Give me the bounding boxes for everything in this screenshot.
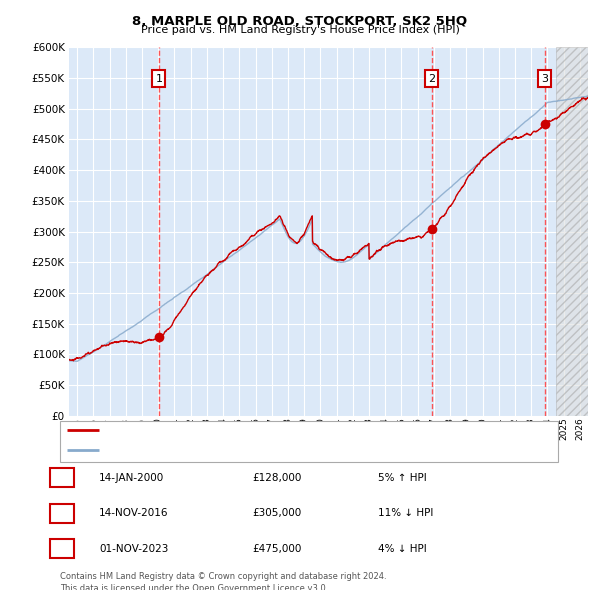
Text: Contains HM Land Registry data © Crown copyright and database right 2024.
This d: Contains HM Land Registry data © Crown c…: [60, 572, 386, 590]
Text: 2: 2: [428, 74, 436, 84]
Text: £475,000: £475,000: [252, 544, 301, 553]
Text: 14-NOV-2016: 14-NOV-2016: [99, 509, 169, 518]
Text: 3: 3: [541, 74, 548, 84]
Text: £128,000: £128,000: [252, 473, 301, 483]
Text: 01-NOV-2023: 01-NOV-2023: [99, 544, 169, 553]
Text: 11% ↓ HPI: 11% ↓ HPI: [378, 509, 433, 518]
Text: 8, MARPLE OLD ROAD, STOCKPORT, SK2 5HQ: 8, MARPLE OLD ROAD, STOCKPORT, SK2 5HQ: [133, 15, 467, 28]
Text: 1: 1: [58, 473, 65, 483]
Text: 1: 1: [155, 74, 163, 84]
Text: HPI: Average price, detached house, Stockport: HPI: Average price, detached house, Stoc…: [105, 445, 333, 454]
Bar: [556, 47, 588, 416]
Text: £305,000: £305,000: [252, 509, 301, 518]
Text: 4% ↓ HPI: 4% ↓ HPI: [378, 544, 427, 553]
Text: 8, MARPLE OLD ROAD, STOCKPORT, SK2 5HQ (detached house): 8, MARPLE OLD ROAD, STOCKPORT, SK2 5HQ (…: [105, 425, 416, 434]
Text: 3: 3: [58, 544, 65, 553]
Text: 2: 2: [58, 509, 65, 518]
Text: Price paid vs. HM Land Registry's House Price Index (HPI): Price paid vs. HM Land Registry's House …: [140, 25, 460, 35]
Text: 14-JAN-2000: 14-JAN-2000: [99, 473, 164, 483]
Text: 5% ↑ HPI: 5% ↑ HPI: [378, 473, 427, 483]
